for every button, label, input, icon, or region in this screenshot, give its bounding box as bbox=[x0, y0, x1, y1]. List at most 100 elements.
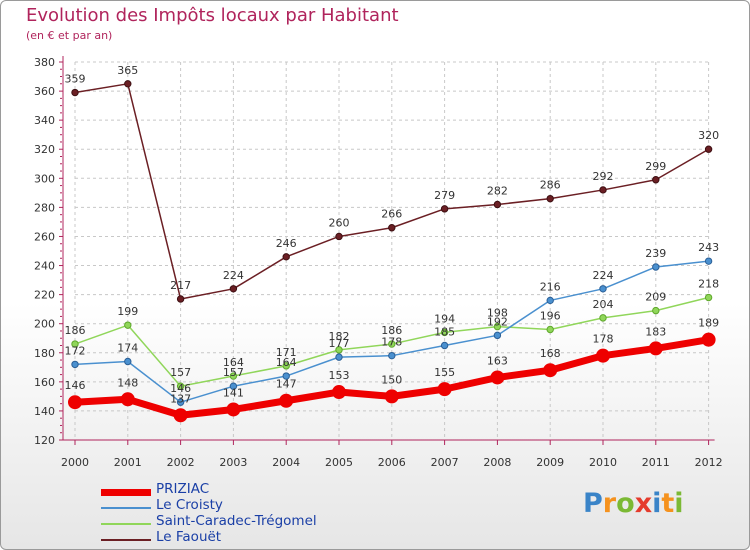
data-point-priziac bbox=[490, 370, 505, 385]
data-label-le-faouet: 224 bbox=[223, 269, 244, 282]
data-label-le-faouet: 217 bbox=[170, 279, 191, 292]
data-label-le-faouet: 246 bbox=[276, 237, 297, 250]
data-label-priziac: 163 bbox=[487, 354, 508, 367]
data-label-saint-caradec-tregomel: 218 bbox=[698, 278, 719, 291]
x-tick-label: 2009 bbox=[536, 456, 564, 469]
data-point-le-faouet bbox=[124, 80, 132, 88]
y-tick-label: 120 bbox=[34, 434, 55, 447]
y-tick-label: 260 bbox=[34, 230, 55, 243]
data-label-le-croisty: 178 bbox=[381, 336, 402, 349]
y-tick-label: 320 bbox=[34, 143, 55, 156]
data-point-le-croisty bbox=[599, 285, 607, 293]
data-label-le-croisty: 224 bbox=[593, 269, 614, 282]
data-point-saint-caradec-tregomel bbox=[335, 346, 343, 354]
data-label-priziac: 189 bbox=[698, 317, 719, 330]
data-point-le-faouet bbox=[493, 200, 502, 209]
data-label-le-faouet: 279 bbox=[434, 189, 455, 202]
y-tick-label: 220 bbox=[34, 289, 55, 302]
data-point-le-faouet bbox=[388, 224, 396, 232]
data-point-le-faouet bbox=[229, 285, 238, 293]
y-tick-label: 360 bbox=[34, 85, 55, 98]
data-point-priziac bbox=[437, 382, 452, 397]
y-tick-label: 180 bbox=[34, 347, 55, 360]
data-point-le-faouet bbox=[704, 145, 713, 153]
data-point-saint-caradec-tregomel bbox=[440, 328, 449, 337]
data-label-saint-caradec-tregomel: 209 bbox=[645, 291, 666, 304]
data-label-le-faouet: 365 bbox=[117, 64, 138, 77]
data-point-priziac bbox=[543, 363, 558, 378]
data-label-priziac: 155 bbox=[434, 366, 455, 379]
data-point-le-croisty bbox=[335, 353, 343, 361]
x-tick-label: 2008 bbox=[483, 456, 511, 469]
data-label-priziac: 150 bbox=[381, 373, 402, 386]
x-tick-label: 2000 bbox=[61, 456, 89, 469]
data-point-le-croisty bbox=[440, 341, 449, 350]
data-label-le-croisty: 146 bbox=[170, 382, 191, 395]
data-label-le-faouet: 292 bbox=[593, 170, 614, 183]
data-point-le-croisty bbox=[704, 257, 713, 265]
data-point-le-faouet bbox=[176, 295, 185, 303]
data-label-le-croisty: 185 bbox=[434, 326, 455, 339]
data-label-saint-caradec-tregomel: 186 bbox=[381, 324, 402, 337]
logo-letter: i bbox=[674, 488, 684, 519]
data-point-le-faouet bbox=[440, 205, 449, 213]
data-point-priziac bbox=[173, 408, 188, 423]
chart-subtitle: (en € et par an) bbox=[26, 29, 113, 42]
x-tick-label: 2012 bbox=[695, 456, 723, 469]
y-tick-label: 380 bbox=[34, 56, 55, 69]
data-point-priziac bbox=[68, 395, 82, 410]
data-label-le-faouet: 359 bbox=[65, 73, 86, 86]
data-point-le-croisty bbox=[493, 331, 502, 340]
data-label-le-faouet: 260 bbox=[329, 216, 350, 229]
data-point-le-faouet bbox=[71, 88, 79, 97]
data-label-le-faouet: 320 bbox=[698, 129, 719, 142]
data-point-le-croisty bbox=[71, 360, 79, 369]
data-point-le-faouet bbox=[652, 176, 660, 184]
data-point-saint-caradec-tregomel bbox=[704, 293, 713, 302]
data-label-le-croisty: 216 bbox=[540, 280, 561, 293]
data-label-saint-caradec-tregomel: 182 bbox=[329, 330, 350, 343]
data-point-priziac bbox=[648, 341, 663, 356]
x-tick-label: 2011 bbox=[642, 456, 670, 469]
data-label-le-croisty: 164 bbox=[276, 356, 297, 369]
data-point-le-croisty bbox=[652, 263, 660, 271]
data-label-saint-caradec-tregomel: 171 bbox=[276, 346, 297, 359]
data-point-le-faouet bbox=[546, 194, 554, 203]
proxiti-logo: Proxiti bbox=[583, 488, 684, 519]
y-tick-label: 300 bbox=[34, 172, 55, 185]
legend-label: Saint-Caradec-Trégomel bbox=[156, 513, 317, 529]
legend-label: PRIZIAC bbox=[156, 481, 210, 497]
y-tick-label: 240 bbox=[34, 260, 55, 273]
data-label-le-croisty: 177 bbox=[329, 337, 350, 350]
y-tick-label: 160 bbox=[34, 376, 55, 389]
logo-letter: t bbox=[661, 488, 675, 519]
data-label-priziac: 147 bbox=[276, 378, 297, 391]
data-label-saint-caradec-tregomel: 199 bbox=[117, 305, 138, 318]
data-point-le-faouet bbox=[599, 186, 607, 194]
data-point-le-croisty bbox=[229, 382, 238, 390]
data-label-saint-caradec-tregomel: 186 bbox=[65, 324, 86, 337]
data-label-le-faouet: 299 bbox=[645, 160, 666, 173]
legend-label: Le Croisty bbox=[156, 497, 223, 513]
data-point-priziac bbox=[384, 389, 399, 404]
logo-letter: o bbox=[616, 488, 635, 519]
x-tick-label: 2001 bbox=[114, 456, 142, 469]
y-tick-label: 200 bbox=[34, 318, 55, 331]
x-tick-label: 2003 bbox=[219, 456, 247, 469]
logo-letter: r bbox=[602, 488, 617, 519]
chart-title: Evolution des Impôts locaux par Habitant bbox=[26, 5, 399, 26]
x-tick-label: 2002 bbox=[167, 456, 195, 469]
data-point-priziac bbox=[596, 348, 610, 363]
data-point-le-croisty bbox=[282, 372, 290, 380]
data-label-priziac: 137 bbox=[170, 392, 191, 405]
data-point-priziac bbox=[701, 332, 716, 347]
data-label-priziac: 168 bbox=[540, 347, 561, 360]
data-point-saint-caradec-tregomel bbox=[546, 325, 554, 334]
data-label-saint-caradec-tregomel: 196 bbox=[540, 310, 561, 323]
data-point-saint-caradec-tregomel bbox=[652, 306, 660, 315]
data-label-le-croisty: 243 bbox=[698, 241, 719, 254]
data-label-priziac: 148 bbox=[117, 376, 138, 389]
data-point-priziac bbox=[279, 393, 294, 408]
data-point-priziac bbox=[120, 392, 135, 407]
